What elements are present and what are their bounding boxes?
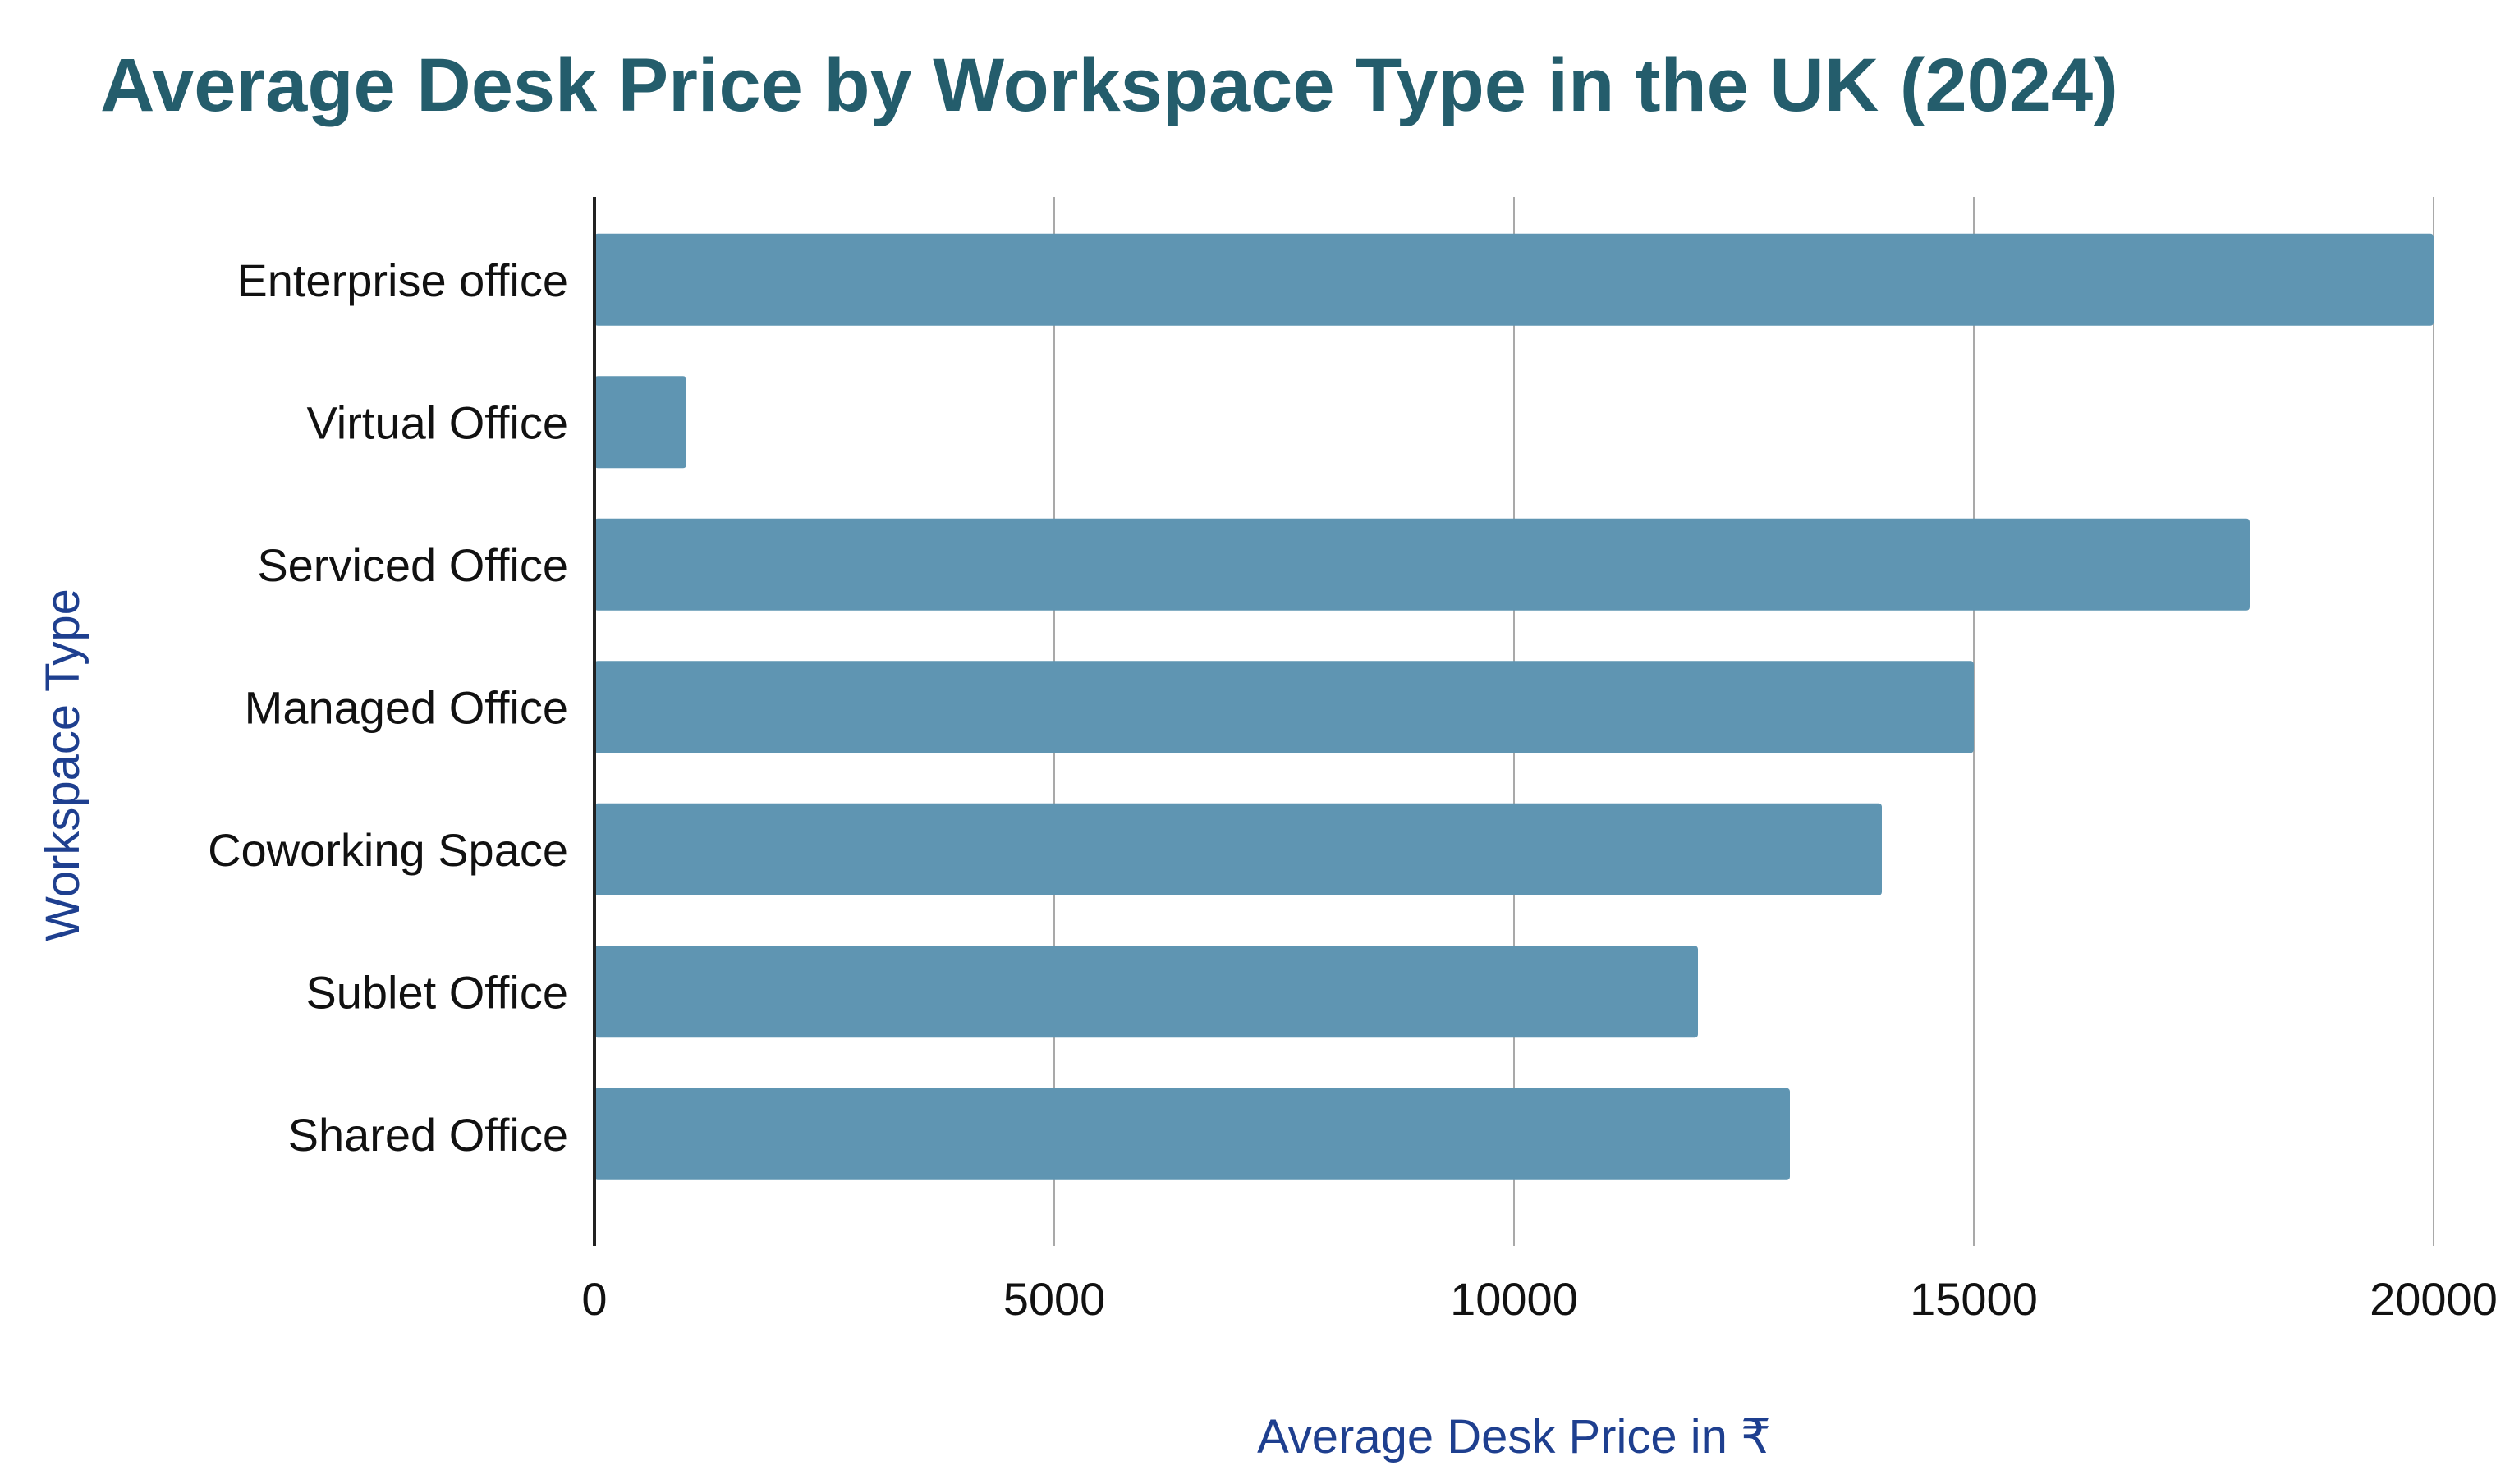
bar-virtual-office <box>594 376 686 469</box>
category-label-managed-office: Managed Office <box>245 681 568 733</box>
bar-sublet-office <box>594 946 1698 1038</box>
x-tick-label-10000: 10000 <box>1450 1273 1578 1325</box>
category-label-serviced-office: Serviced Office <box>257 539 568 591</box>
bar-serviced-office <box>594 518 2250 611</box>
bar-coworking-space <box>594 803 1882 895</box>
x-tick-label-20000: 20000 <box>2370 1273 2496 1325</box>
category-label-virtual-office: Virtual Office <box>306 396 568 448</box>
bars <box>594 233 2434 1180</box>
category-labels: Enterprise office Virtual Office Serviced … <box>208 254 568 1161</box>
bar-enterprise-office <box>594 233 2434 326</box>
x-axis-title: Average Desk Price in ₹ <box>1257 1410 1771 1463</box>
category-label-enterprise-office: Enterprise office <box>236 254 568 306</box>
x-tick-labels: 0 5000 10000 15000 20000 <box>581 1273 2496 1325</box>
bar-managed-office <box>594 661 1974 753</box>
x-tick-label-15000: 15000 <box>1910 1273 2038 1325</box>
category-label-shared-office: Shared Office <box>288 1109 568 1161</box>
x-tick-label-5000: 5000 <box>1003 1273 1106 1325</box>
category-label-sublet-office: Sublet Office <box>305 966 568 1018</box>
y-axis-title: Workspace Type <box>36 589 89 941</box>
bar-shared-office <box>594 1088 1790 1180</box>
x-tick-label-0: 0 <box>581 1273 607 1325</box>
category-label-coworking-space: Coworking Space <box>208 824 568 876</box>
chart-title: Average Desk Price by Workspace Type in … <box>100 44 2118 127</box>
